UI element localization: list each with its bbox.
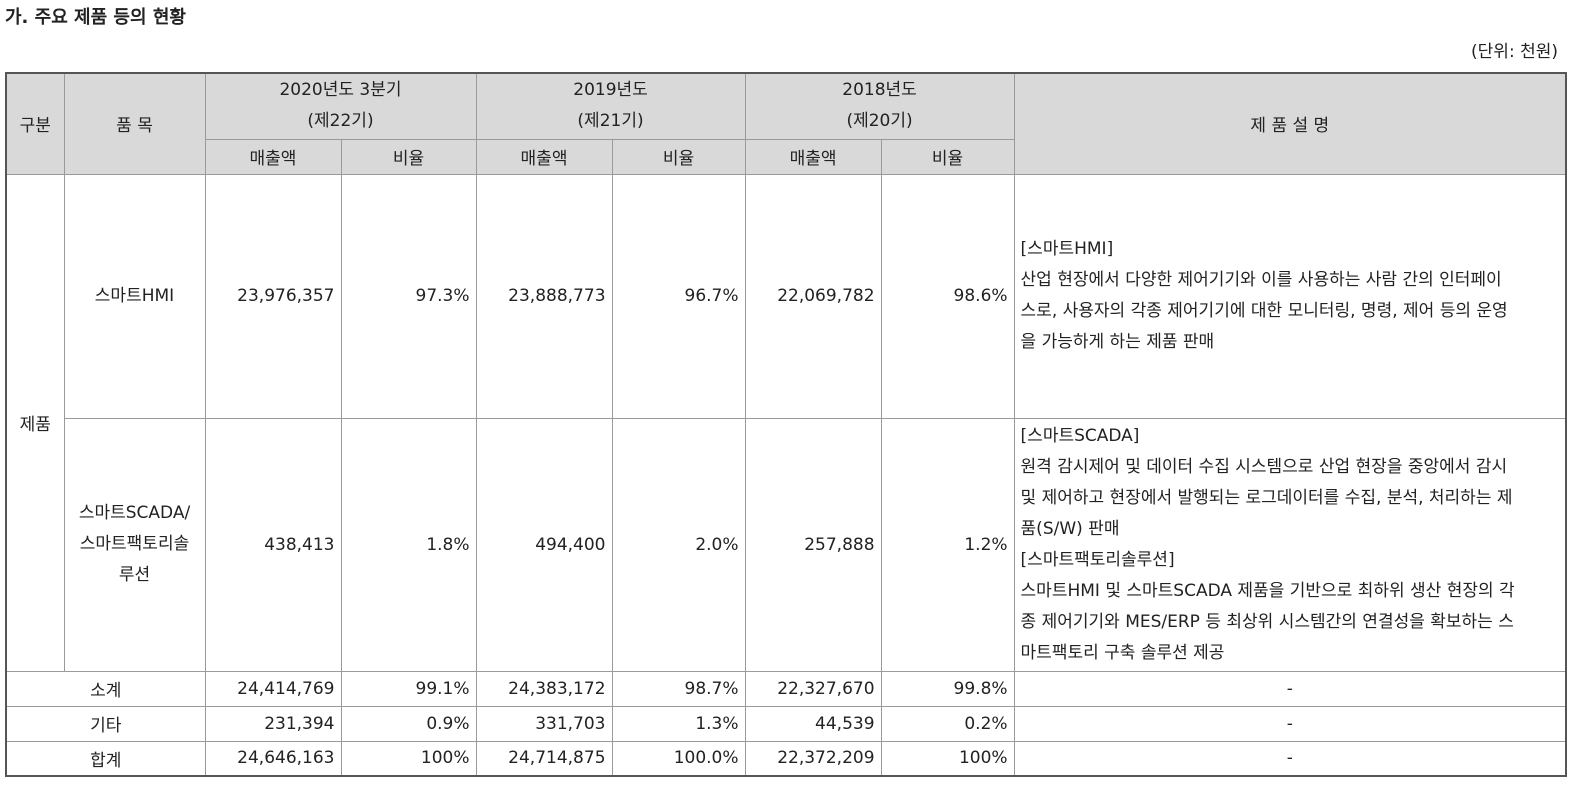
header-cell: 제 품 설 명 <box>1013 72 1567 175</box>
value-cell: 98.7% <box>611 670 746 707</box>
value-cell: 22,069,782 <box>744 173 882 419</box>
summary-label: 기타 <box>5 705 206 742</box>
description-line: 종 제어기기와 MES/ERP 등 최상위 시스템간의 연결성을 확보하는 스 <box>1020 611 1514 632</box>
value-cell: 1.8% <box>340 417 477 672</box>
title: 가. 주요 제품 등의 현황 <box>5 7 186 28</box>
value-cell: 1.3% <box>611 705 746 742</box>
header-cell: 2018년도 (제20기) <box>744 72 1015 140</box>
unit: (단위: 천원) <box>1471 42 1558 62</box>
value-cell: 0.9% <box>340 705 477 742</box>
header-cell: 2020년도 3분기 (제22기) <box>204 72 477 140</box>
period-name: 2018년도 <box>842 80 917 101</box>
value-cell: 23,888,773 <box>475 173 613 419</box>
value-cell: 100% <box>340 740 477 777</box>
header-cell: 2019년도 (제21기) <box>475 72 746 140</box>
header-cell: 매출액 <box>475 138 613 175</box>
period-name: 2020년도 3분기 <box>279 80 402 101</box>
table-body: 제품 스마트HMI 23,976,357 97.3% 23,888,773 96.7% 22… <box>5 173 1567 777</box>
period-name: 2019년도 <box>573 80 648 101</box>
value-cell: 23,976,357 <box>204 173 342 419</box>
value-cell: 24,714,875 <box>475 740 613 777</box>
value-cell: 24,646,163 <box>204 740 342 777</box>
description-line: 산업 현장에서 다양한 제어기기와 이를 사용하는 사람 간의 인터페이 <box>1020 270 1502 290</box>
product-table: 구분 품 목 2020년도 3분기 (제22기) 2019년도 (제21기) 201… <box>5 72 1568 777</box>
value-cell: 24,383,172 <box>475 670 613 707</box>
description-line: 품(S/W) 판매 <box>1020 518 1120 539</box>
value-cell: 96.7% <box>611 173 746 419</box>
period-term: (제20기) <box>846 111 913 132</box>
group-cell: 제품 <box>5 173 65 672</box>
value-cell: 44,539 <box>744 705 882 742</box>
summary-row: 소계 24,414,769 99.1% 24,383,172 98.7% 22,327,6… <box>5 670 1567 707</box>
summary-row: 기타 231,394 0.9% 331,703 1.3% 44,539 0.2% - <box>5 705 1567 742</box>
description-cell: [스마트SCADA] 원격 감시제어 및 데이터 수집 시스템으로 산업 현장을 … <box>1013 417 1567 672</box>
description-cell: - <box>1013 705 1567 742</box>
value-cell: 99.8% <box>880 670 1015 707</box>
description-line: 원격 감시제어 및 데이터 수집 시스템으로 산업 현장을 중앙에서 감시 <box>1020 456 1508 477</box>
header-row: 매출액 비율 매출액 비율 매출액 비율 <box>6 138 1566 175</box>
item-line: 루션 <box>118 565 151 585</box>
value-cell: 24,414,769 <box>204 670 342 707</box>
value-cell: 22,372,209 <box>744 740 882 777</box>
value-cell: 494,400 <box>475 417 613 672</box>
item-line: 스마트HMI <box>94 285 175 306</box>
product-row: 제품 스마트HMI 23,976,357 97.3% 23,888,773 96.7% 22… <box>5 173 1567 672</box>
header-cell: 매출액 <box>744 138 882 175</box>
description-line: 마트팩토리 구축 솔루션 제공 <box>1020 642 1225 663</box>
description-line: 및 제어하고 현장에서 발행되는 로그데이터를 수집, 분석, 처리하는 제 <box>1020 487 1513 508</box>
value-cell: 99.1% <box>340 670 477 707</box>
header-cell: 구분 <box>5 72 65 175</box>
description-line: 스마트HMI 및 스마트SCADA 제품을 기반으로 최하위 생산 현장의 각 <box>1020 580 1515 601</box>
value-cell: 100% <box>880 740 1015 777</box>
description-line: 스로, 사용자의 각종 제어기기에 대한 모니터링, 명령, 제어 등의 운영 <box>1020 301 1508 321</box>
value-cell: 1.2% <box>880 417 1015 672</box>
header-cell: 비율 <box>611 138 746 175</box>
summary-label: 소계 <box>5 670 206 707</box>
period-term: (제22기) <box>307 111 374 132</box>
description-cell: - <box>1013 670 1567 707</box>
value-cell: 98.6% <box>880 173 1015 419</box>
value-cell: 100.0% <box>611 740 746 777</box>
value-cell: 331,703 <box>475 705 613 742</box>
table-header: 구분 품 목 2020년도 3분기 (제22기) 2019년도 (제21기) 201… <box>5 72 1567 175</box>
value-cell: 438,413 <box>204 417 342 672</box>
item-cell: 스마트HMI <box>63 173 206 419</box>
product-row: 스마트SCADA/스마트팩토리솔 루션 438,413 1.8% 494,400 2.0%… <box>6 417 1567 672</box>
description-line: [스마트팩토리솔루션] <box>1020 549 1175 570</box>
description-cell: [스마트HMI] 산업 현장에서 다양한 제어기기와 이를 사용하는 사람 간의 … <box>1013 173 1567 419</box>
period-term: (제21기) <box>577 111 644 132</box>
value-cell: 2.0% <box>611 417 746 672</box>
value-cell: 97.3% <box>340 173 477 419</box>
header-cell: 비율 <box>880 138 1015 175</box>
summary-label: 합계 <box>5 740 206 777</box>
value-cell: 231,394 <box>204 705 342 742</box>
description-line: [스마트HMI] <box>1020 239 1114 259</box>
summary-row: 합계 24,646,163 100% 24,714,875 100.0% 22,372,2… <box>5 740 1567 777</box>
item-line: 스마트SCADA/ <box>78 503 191 523</box>
header-cell: 비율 <box>340 138 477 175</box>
header-cell: 매출액 <box>204 138 342 175</box>
header-row: 구분 품 목 2020년도 3분기 (제22기) 2019년도 (제21기) 201… <box>5 72 1567 175</box>
value-cell: 22,327,670 <box>744 670 882 707</box>
description-line: [스마트SCADA] <box>1020 425 1140 446</box>
value-cell: 0.2% <box>880 705 1015 742</box>
value-cell: 257,888 <box>744 417 882 672</box>
header-cell: 품 목 <box>63 72 206 175</box>
item-line: 스마트팩토리솔 <box>79 534 190 554</box>
description-cell: - <box>1013 740 1567 777</box>
description-line: 을 가능하게 하는 제품 판매 <box>1020 332 1215 352</box>
